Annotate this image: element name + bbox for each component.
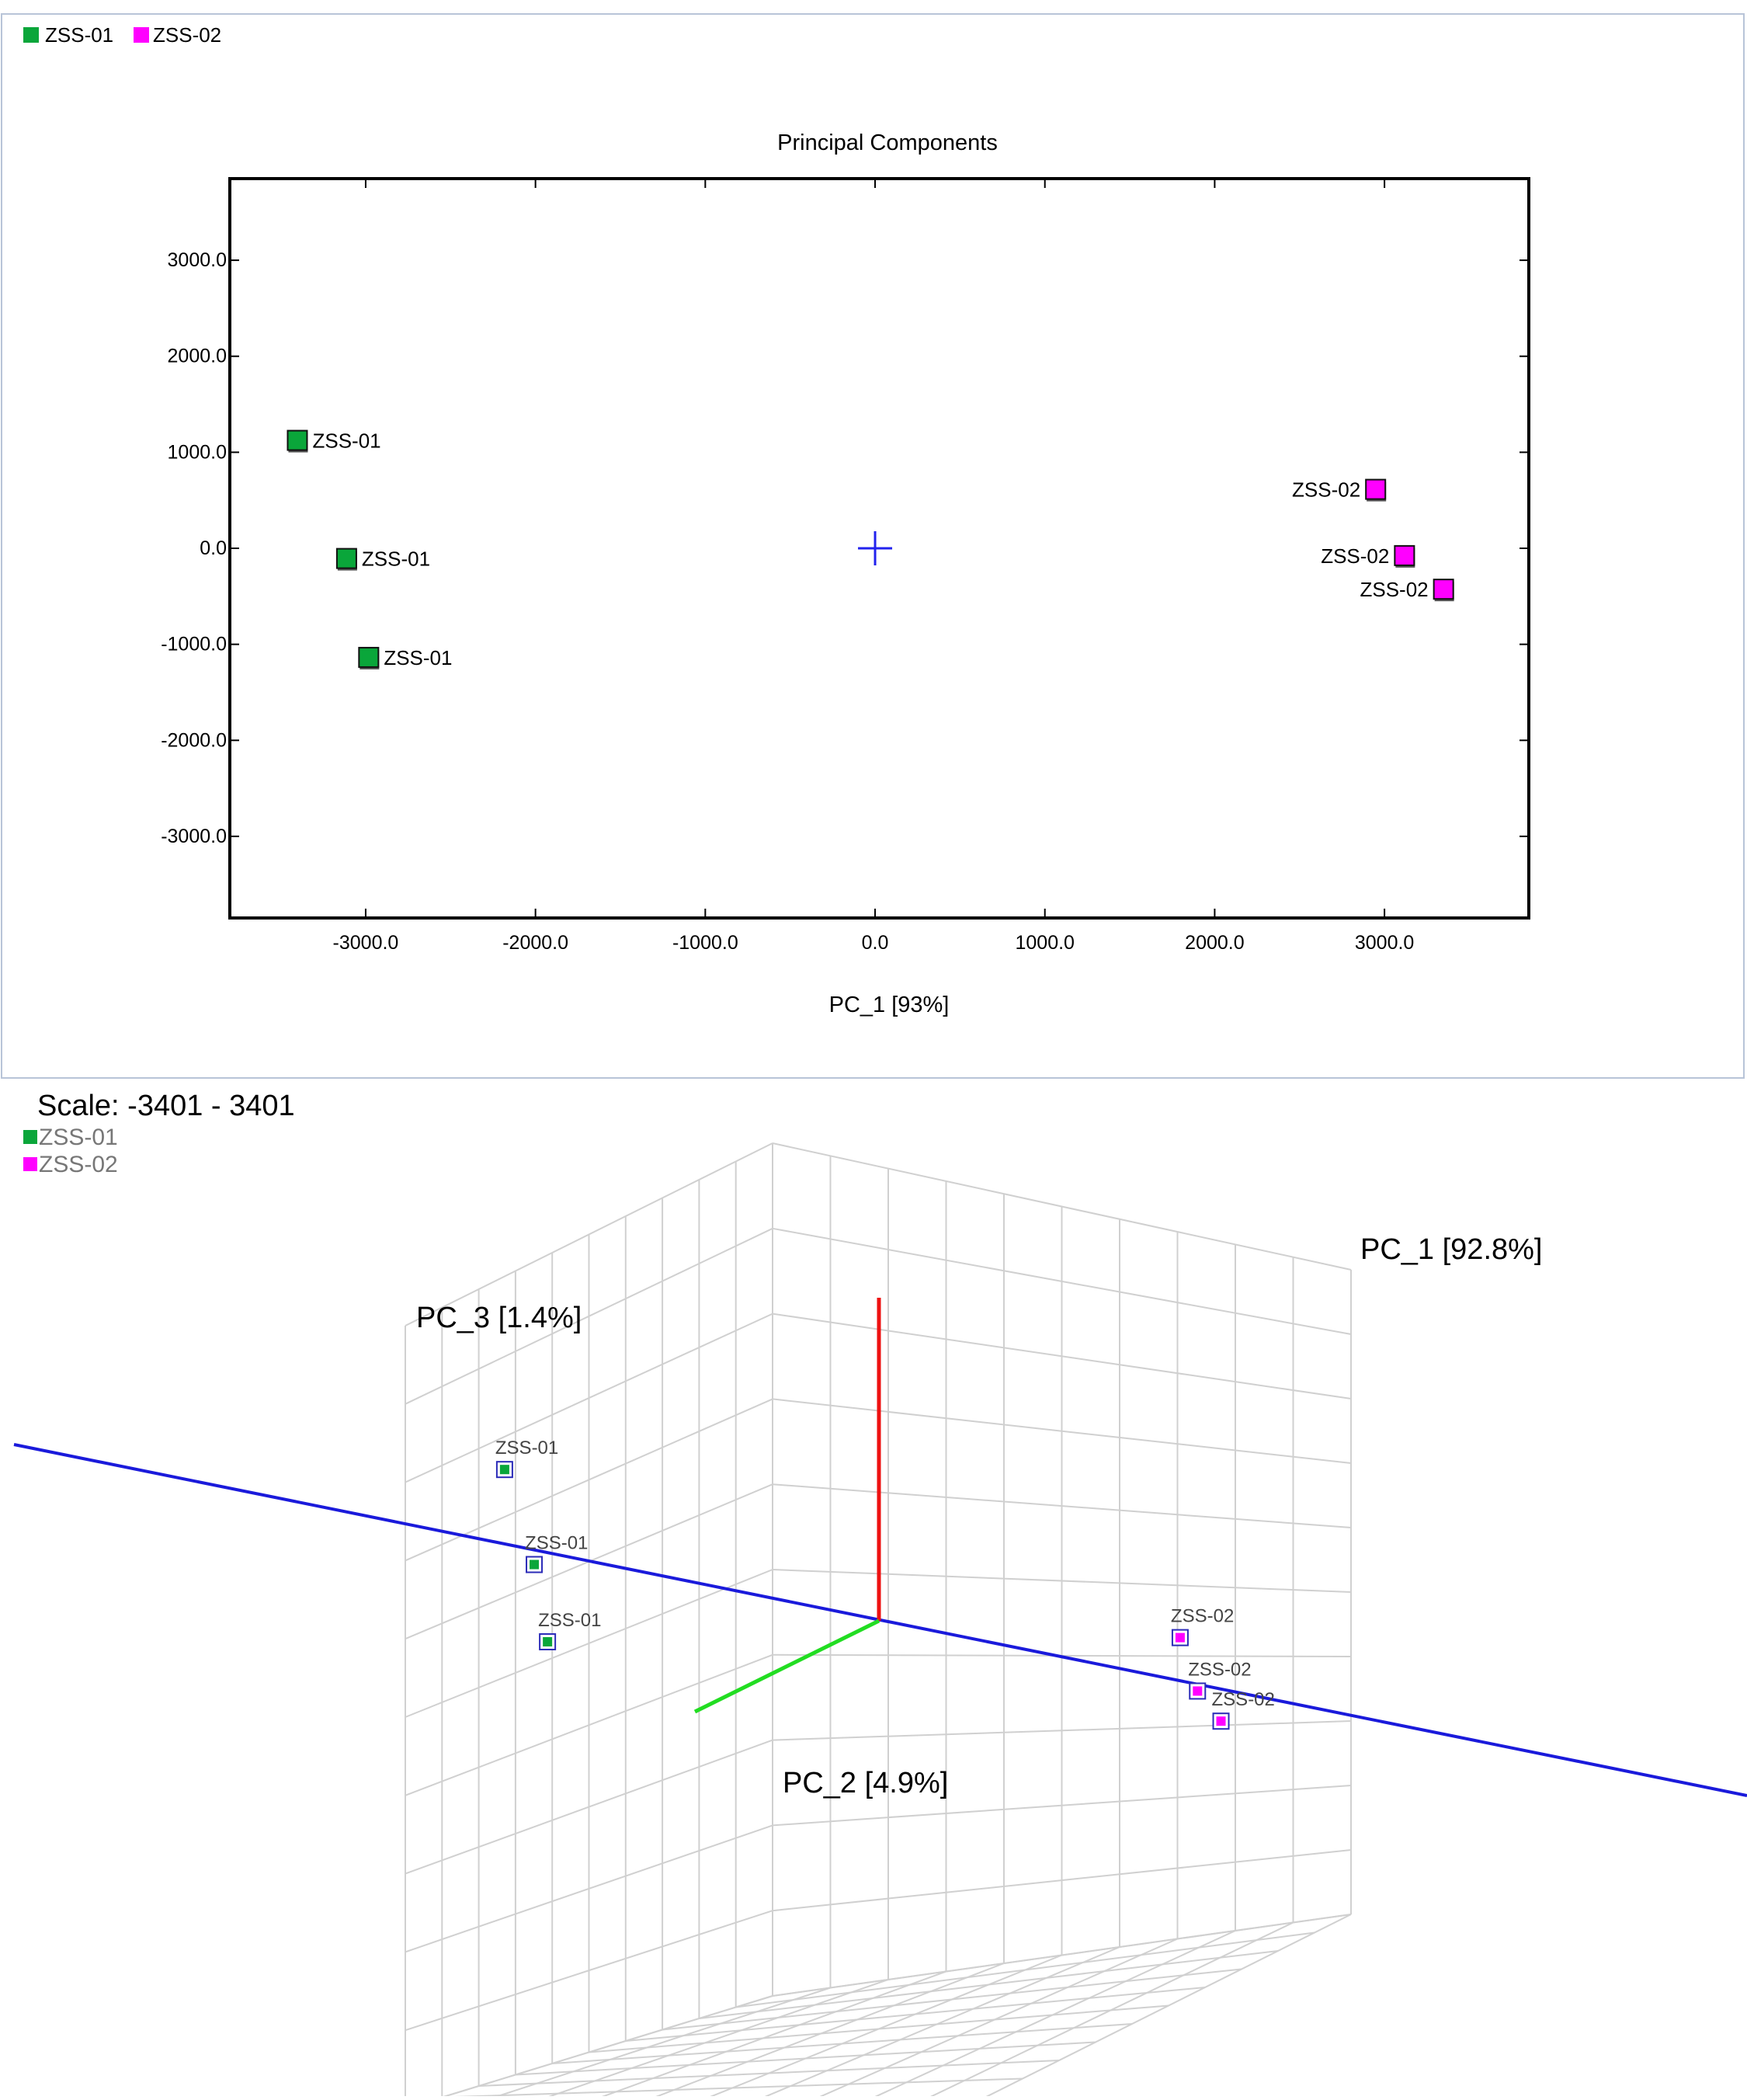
x-tick-label: -3000.0	[333, 932, 399, 954]
data-point	[1433, 579, 1454, 600]
point-label: ZSS-02	[1321, 544, 1389, 568]
legend3d-swatch-zss02	[23, 1157, 37, 1171]
x-axis-label: PC_1 [93%]	[829, 993, 950, 1017]
grid-line-left-wall	[405, 1824, 773, 1953]
pc2-axis-label: PC_2 [4.9%]	[783, 1767, 948, 1799]
y-tick-label: 1000.0	[168, 441, 227, 463]
chart-title: Principal Components	[777, 130, 998, 155]
data-point-3d	[1193, 1686, 1203, 1696]
y-tick-label: -1000.0	[161, 634, 227, 655]
legend-label-zss01: ZSS-01	[45, 23, 113, 47]
pca-2d-panel: ZSS-01 ZSS-02 Principal Components -3000…	[1, 13, 1745, 1079]
pc2-axis-line	[693, 1618, 880, 1714]
y-tick-label: 3000.0	[168, 249, 227, 271]
grid-line-floor	[811, 1938, 1178, 2100]
legend-swatch-zss01	[23, 27, 39, 43]
pc3-axis-label: PC_3 [1.4%]	[416, 1302, 582, 1334]
grid-line-floor	[927, 1921, 1294, 2099]
grid-box	[405, 1142, 1352, 2100]
panel-frame	[1, 13, 1745, 1079]
y-tick-label: -3000.0	[161, 826, 227, 847]
grid-line-back-wall	[772, 1849, 1352, 1912]
point-label: ZSS-02	[1360, 578, 1428, 601]
legend: ZSS-01 ZSS-02	[23, 23, 221, 47]
grid-line-back-wall	[772, 1720, 1352, 1741]
grid-line-floor	[700, 1954, 1062, 2100]
pc1-axis-label: PC_1 [92.8%]	[1360, 1233, 1542, 1266]
y-tick-label: 2000.0	[168, 346, 227, 367]
point-label-3d: ZSS-01	[495, 1438, 558, 1459]
pca-3d-chart: Scale: -3401 - 3401 ZSS-01 ZSS-02 PC_3 […	[13, 1090, 1747, 2100]
grid-line-floor	[699, 1950, 1279, 2019]
x-tick-label: -1000.0	[672, 932, 738, 954]
scale-label: Scale: -3401 - 3401	[37, 1090, 295, 1122]
point-label-3d: ZSS-01	[525, 1533, 588, 1554]
data-point	[1394, 544, 1415, 566]
data-point-3d	[530, 1559, 540, 1570]
point-label: ZSS-02	[1292, 478, 1360, 502]
x-tick-label: 0.0	[862, 932, 889, 954]
x-tick-label: 1000.0	[1015, 932, 1074, 954]
origin-marker	[858, 531, 893, 565]
legend3d-swatch-zss01	[23, 1130, 37, 1144]
pca-2d-chart: ZSS-01 ZSS-02 Principal Components -3000…	[1, 13, 1745, 1079]
data-point	[358, 646, 380, 668]
data-point	[335, 548, 357, 569]
x-tick-label: -2000.0	[502, 932, 568, 954]
x-tick-label: 3000.0	[1355, 932, 1414, 954]
legend3d-label-zss01: ZSS-01	[39, 1125, 118, 1150]
y-tick-label: -2000.0	[161, 729, 227, 751]
grid-line-floor	[735, 1931, 1315, 2008]
point-label-3d: ZSS-01	[538, 1610, 601, 1631]
point-label: ZSS-01	[312, 429, 380, 453]
data-points: ZSS-01 ZSS-01 ZSS-01 ZSS-02 ZSS-02 ZSS-02	[287, 429, 1454, 669]
data-point-3d	[543, 1636, 553, 1646]
data-points-3d: ZSS-01 ZSS-01 ZSS-01 ZSS-02 ZSS-02 ZSS-02	[495, 1438, 1275, 1730]
grid-line-floor	[869, 1930, 1236, 2100]
grid-line-floor	[755, 1946, 1120, 2100]
y-tick-label: 0.0	[200, 537, 227, 559]
legend-3d: ZSS-01 ZSS-02	[23, 1125, 118, 1177]
grid-line-left-wall	[405, 1653, 773, 1796]
data-point-3d	[1216, 1716, 1226, 1726]
point-label-3d: ZSS-02	[1171, 1606, 1234, 1627]
legend3d-label-zss02: ZSS-02	[39, 1152, 118, 1177]
data-point	[1365, 478, 1387, 500]
legend-label-zss02: ZSS-02	[153, 23, 221, 47]
axis-ticks: -3000.0 -2000.0 -1000.0 0.0 1000.0 2000.0 3000…	[161, 179, 1529, 954]
point-label-3d: ZSS-02	[1188, 1659, 1251, 1680]
grid-line-floor	[985, 1914, 1352, 2098]
grid-line-floor	[591, 1970, 946, 2100]
grid-line-back-wall	[772, 1569, 1352, 1593]
grid-line-floor	[625, 1987, 1206, 2042]
data-point	[287, 429, 308, 451]
grid-line-left-wall	[405, 1569, 773, 1718]
point-label: ZSS-01	[384, 646, 452, 669]
grid-line-floor	[662, 1968, 1242, 2031]
point-label-3d: ZSS-02	[1212, 1689, 1275, 1710]
legend-swatch-zss02	[134, 27, 149, 43]
grid-line-left-wall	[405, 1739, 773, 1875]
grid-line-back-wall	[772, 1785, 1352, 1827]
x-tick-label: 2000.0	[1185, 932, 1244, 954]
grid-line-floor	[772, 1914, 1352, 1997]
grid-line-left-wall	[405, 1910, 773, 2032]
data-point-3d	[1175, 1632, 1185, 1643]
data-point-3d	[499, 1465, 509, 1475]
point-label: ZSS-01	[362, 548, 430, 571]
pca-3d-panel: Scale: -3401 - 3401 ZSS-01 ZSS-02 PC_3 […	[0, 1080, 1747, 2100]
